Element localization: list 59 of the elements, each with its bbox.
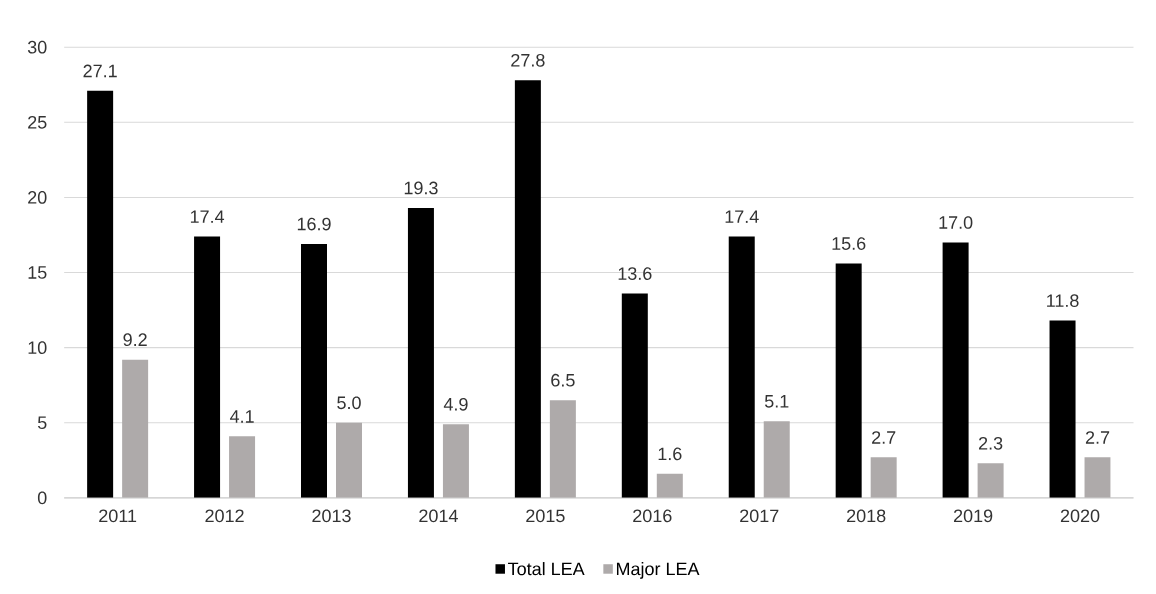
data-label: 5.1 (764, 395, 789, 408)
data-label: 4.9 (443, 397, 468, 411)
data-label: 2.7 (1085, 431, 1110, 444)
data-label: 17.0 (939, 216, 973, 229)
y-tick-label: 0 (37, 491, 47, 505)
legend-label: Total LEA (508, 562, 585, 576)
data-label: 2.7 (872, 431, 896, 444)
x-tick-label: 2013 (312, 509, 351, 523)
data-label: 17.4 (725, 210, 759, 223)
bar (870, 457, 897, 498)
bar (549, 400, 576, 498)
x-tick-label: 2017 (740, 509, 779, 523)
x-tick-label: 2012 (205, 509, 244, 523)
data-label: 27.8 (511, 53, 545, 67)
bar (1084, 457, 1111, 498)
y-tick-label: 30 (27, 40, 47, 54)
bar (301, 243, 327, 498)
y-tick-label: 15 (28, 266, 47, 279)
bar (656, 473, 683, 498)
data-label: 15.6 (832, 237, 866, 250)
y-tick-label: 20 (28, 191, 47, 204)
bar (194, 236, 221, 498)
bar (728, 236, 755, 498)
x-tick-label: 2020 (1060, 509, 1100, 523)
legend-label: Major LEA (616, 562, 700, 579)
data-label: 19.3 (404, 181, 438, 195)
y-tick-label: 10 (28, 341, 47, 354)
data-label: 2.3 (978, 436, 1003, 450)
data-label: 4.1 (229, 410, 254, 423)
bar (835, 263, 862, 498)
bar (621, 293, 648, 498)
y-tick-label: 5 (37, 416, 47, 430)
data-label: 17.4 (190, 210, 225, 223)
x-tick-label: 2014 (419, 509, 458, 523)
data-label: 11.8 (1047, 294, 1079, 307)
bar (87, 90, 114, 498)
data-label: 13.6 (618, 267, 652, 280)
bar (1049, 320, 1076, 498)
y-tick-label: 25 (28, 115, 47, 129)
bar (977, 463, 1004, 498)
data-label: 6.5 (551, 373, 575, 387)
x-tick-label: 2019 (953, 509, 993, 523)
data-label: 5.0 (337, 396, 361, 410)
data-label: 9.2 (123, 333, 147, 347)
bar (229, 436, 256, 498)
bar (336, 422, 362, 498)
x-tick-label: 2018 (847, 509, 886, 523)
data-label: 1.6 (658, 447, 682, 461)
x-tick-label: 2016 (633, 509, 672, 523)
data-label: 16.9 (297, 217, 331, 231)
bar (407, 207, 434, 498)
bar (942, 242, 969, 498)
bar (763, 421, 790, 498)
x-tick-label: 2015 (526, 509, 565, 523)
bar (514, 80, 541, 498)
bar (122, 359, 149, 498)
data-label: 27.1 (83, 64, 117, 78)
bar (442, 424, 469, 498)
x-tick-label: 2011 (99, 509, 137, 523)
